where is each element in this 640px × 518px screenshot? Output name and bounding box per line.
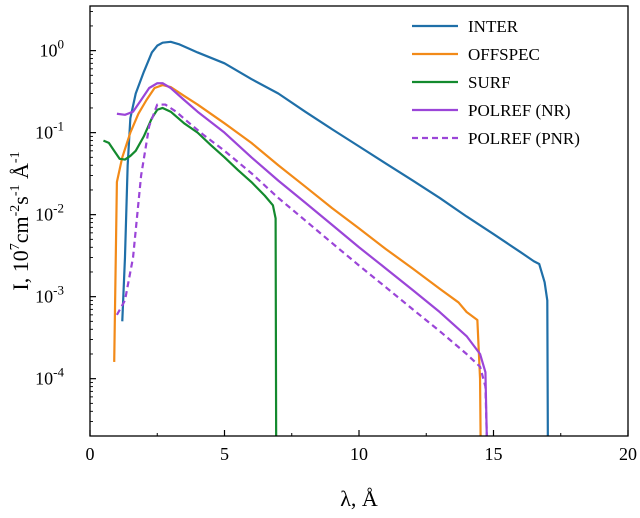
y-axis-title-mid: cm: [8, 216, 33, 243]
y-tick-label: 10-4: [35, 365, 64, 389]
x-tick-label: 20: [619, 444, 637, 464]
y-tick-label: 10-2: [35, 201, 64, 225]
series-line-2: [103, 106, 278, 436]
x-tick-label: 0: [86, 444, 95, 464]
series-line-0: [121, 40, 549, 436]
x-tick-label: 5: [220, 444, 229, 464]
legend-label: POLREF (NR): [468, 101, 570, 120]
x-tick-label: 15: [485, 444, 503, 464]
y-axis-title-main: I, 10: [8, 250, 33, 290]
legend-label: POLREF (PNR): [468, 129, 580, 148]
legend-label: INTER: [468, 17, 519, 36]
y-axis-title-s: s: [8, 196, 33, 205]
y-axis-title-unit: Å: [8, 163, 33, 185]
legend-label: SURF: [468, 73, 511, 92]
y-axis-title-exp: -1: [8, 184, 23, 196]
legend-label: OFFSPEC: [468, 45, 540, 64]
series-layer: [103, 40, 549, 436]
y-axis-title-exp: -2: [8, 205, 23, 217]
series-line-1: [113, 83, 482, 436]
y-tick-label: 100: [40, 37, 65, 61]
series-line-3: [116, 82, 488, 436]
y-tick-label: 10-3: [35, 283, 64, 307]
y-tick-label: 10-1: [35, 119, 64, 143]
series-line-4: [115, 103, 488, 436]
x-tick-label: 10: [350, 444, 368, 464]
y-axis-title-exp: 7: [8, 243, 23, 250]
y-axis-title: I, 107cm-2s-1 Å-1: [8, 151, 33, 290]
y-axis-title-exp: -1: [8, 151, 23, 163]
ticks-layer: 0 5 10 15 20 10-4 10-3 10-2 10-1 100: [35, 11, 637, 464]
legend: INTER OFFSPEC SURF POLREF (NR) POLREF (PNR): [412, 17, 580, 148]
x-axis-title: λ, Å: [340, 486, 378, 511]
